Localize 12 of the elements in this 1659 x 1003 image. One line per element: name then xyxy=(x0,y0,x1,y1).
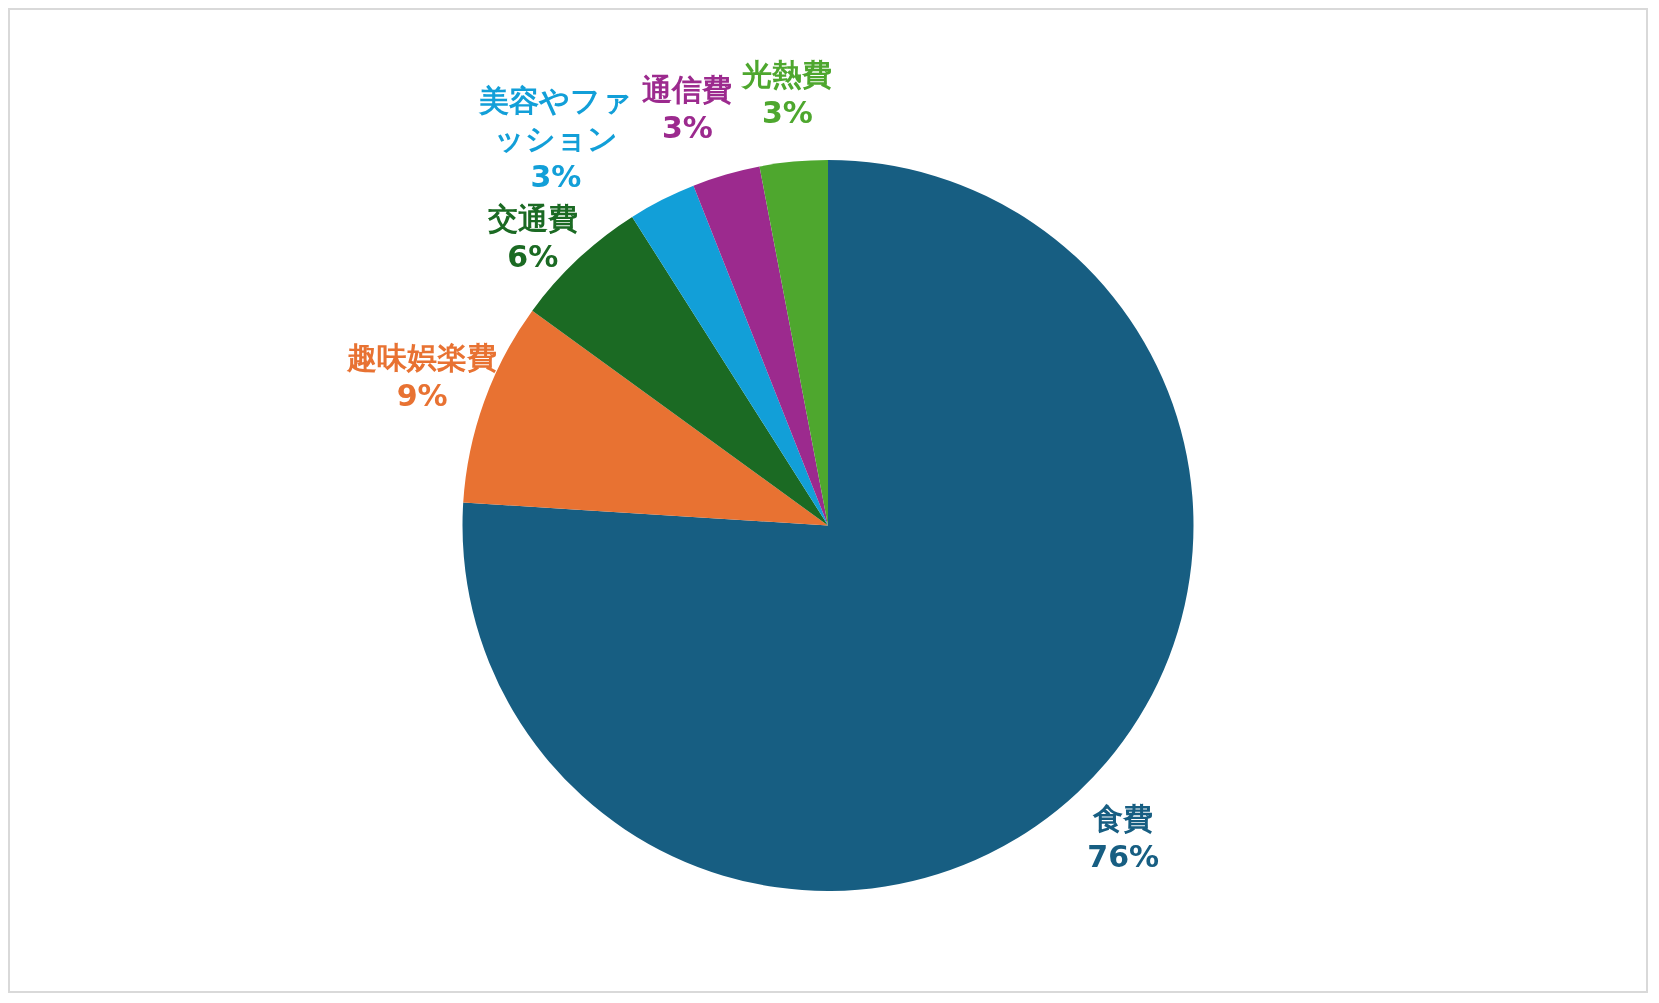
slice-label: 食費 xyxy=(1092,800,1154,836)
data-label: 3% xyxy=(661,110,713,146)
data-label: 76% xyxy=(1087,838,1160,874)
slice-label: 光熱費 xyxy=(740,56,833,92)
data-label: 3% xyxy=(530,159,582,195)
data-label: 9% xyxy=(396,378,448,414)
data-label: 6% xyxy=(507,239,559,275)
slice-label: 通信費 xyxy=(642,72,733,108)
slice-label: 美容やファッション xyxy=(478,83,633,157)
slice-label: 交通費 xyxy=(486,201,578,237)
slice-label: 趣味娯楽費 xyxy=(346,340,498,376)
data-label: 3% xyxy=(761,94,813,130)
